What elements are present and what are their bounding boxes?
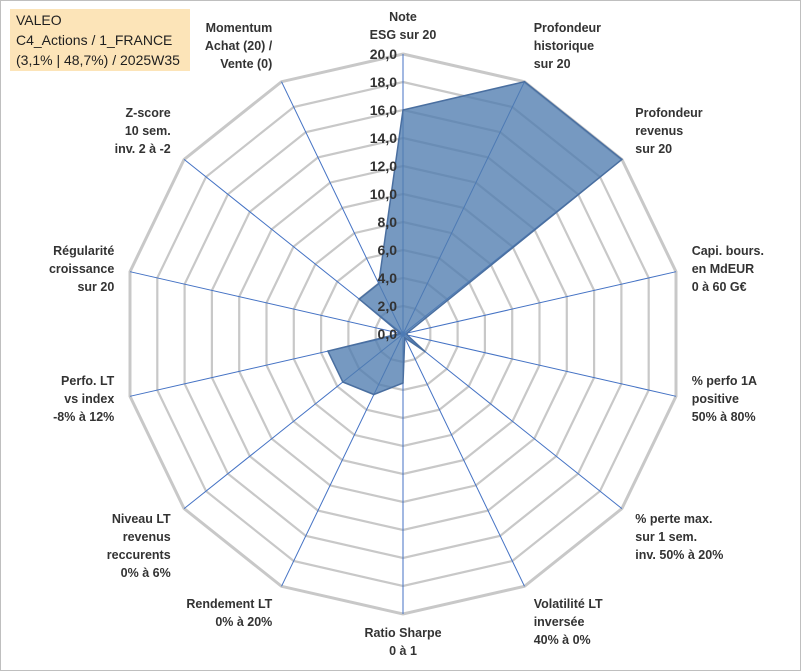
axis-label: Momentum Achat (20) / Vente (0) <box>205 21 273 71</box>
tick-label: 16,0 <box>370 102 397 118</box>
series-point <box>406 332 408 334</box>
axis-label-line: historique <box>534 39 594 53</box>
tick-label: 4,0 <box>378 270 398 286</box>
series-point <box>377 282 380 285</box>
axis-label-line: Profondeur <box>635 106 702 120</box>
axis-label-line: Vente (0) <box>220 57 272 71</box>
axis-label-line: en MdEUR <box>692 262 755 276</box>
axis-label-line: 0% à 20% <box>215 615 272 629</box>
chart-title-company: VALEO <box>16 12 62 28</box>
radar-spoke <box>129 271 404 335</box>
radar-spoke <box>402 333 525 587</box>
axis-label-line: sur 20 <box>534 57 571 71</box>
series-point <box>424 350 426 353</box>
axis-label-line: Volatilité LT <box>534 597 603 611</box>
axis-label-line: revenus <box>635 124 683 138</box>
axis-label: Rendement LT 0% à 20% <box>186 597 272 629</box>
series-point <box>406 334 408 336</box>
axis-label-line: sur 1 sem. <box>635 530 697 544</box>
tick-label: 14,0 <box>370 130 397 146</box>
axis-label: Z-score 10 sem. inv. 2 à -2 <box>115 106 171 156</box>
axis-label: Profondeur revenus sur 20 <box>635 106 702 156</box>
axis-label-line: Profondeur <box>534 21 601 35</box>
axis-label-line: inv. 2 à -2 <box>115 142 171 156</box>
tick-label: 18,0 <box>370 74 397 90</box>
axis-label-line: 50% à 80% <box>692 410 756 424</box>
radar-spoke <box>402 333 623 509</box>
axis-label-line: Achat (20) / <box>205 39 273 53</box>
axis-label: Régularité croissance sur 20 <box>49 244 114 294</box>
axis-label-line: Momentum <box>206 21 273 35</box>
radar-spoke <box>402 271 677 335</box>
axis-label-line: ESG sur 20 <box>370 28 437 42</box>
axis-label: Niveau LT revenus reccurents 0% à 6% <box>107 512 171 580</box>
axis-label-line: Rendement LT <box>186 597 272 611</box>
axis-label-line: Z-score <box>126 106 171 120</box>
radar-series <box>327 80 623 396</box>
tick-label: 6,0 <box>378 242 398 258</box>
axis-label: % perfo 1A positive 50% à 80% <box>692 374 757 424</box>
axis-label-line: sur 20 <box>77 280 114 294</box>
series-point <box>327 350 329 352</box>
series-point <box>402 109 404 111</box>
axis-label-line: % perte max. <box>635 512 712 526</box>
series-point <box>399 332 402 335</box>
series-point <box>402 382 404 384</box>
axis-label: Note ESG sur 20 <box>370 10 437 42</box>
series-point <box>373 393 375 396</box>
series-point <box>358 298 361 300</box>
axis-label-line: Perfo. LT <box>61 374 115 388</box>
axis-label-line: Capi. bours. <box>692 244 764 258</box>
radar-spoke <box>402 333 677 397</box>
axis-labels: Note ESG sur 20 Profondeur historique sur 20… <box>49 10 764 658</box>
chart-title-stats: (3,1% | 48,7%) / 2025W35 <box>16 52 180 68</box>
tick-label: 8,0 <box>378 214 398 230</box>
series-point <box>621 158 623 161</box>
axis-label-line: 0 à 60 G€ <box>692 280 747 294</box>
axis-label-line: 0 à 1 <box>389 644 417 658</box>
radial-ticks: 0,0 2,0 4,0 6,0 8,0 10,0 12,0 14,0 16,0 18,0 20,0 <box>370 46 397 342</box>
tick-label: 20,0 <box>370 46 397 62</box>
axis-label-line: inversée <box>534 615 585 629</box>
chart-title-category: C4_Actions / 1_FRANCE <box>16 32 173 48</box>
series-point <box>342 381 344 383</box>
tick-label: 2,0 <box>378 298 398 314</box>
series-area <box>327 80 623 396</box>
axis-label: Volatilité LT inversée 40% à 0% <box>534 597 603 647</box>
axis-label: Ratio Sharpe 0 à 1 <box>364 626 441 658</box>
axis-label-line: Ratio Sharpe <box>364 626 441 640</box>
axis-label-line: sur 20 <box>635 142 672 156</box>
axis-label-line: % perfo 1A <box>692 374 757 388</box>
axis-label-line: revenus <box>123 530 171 544</box>
tick-label: 0,0 <box>378 326 398 342</box>
axis-label-line: reccurents <box>107 548 171 562</box>
axis-label-line: 0% à 6% <box>121 566 171 580</box>
axis-label-line: croissance <box>49 262 114 276</box>
axis-label-line: Note <box>389 10 417 24</box>
axis-label-line: 10 sem. <box>125 124 171 138</box>
series-point <box>523 80 526 83</box>
axis-label: Capi. bours. en MdEUR 0 à 60 G€ <box>692 244 764 294</box>
axis-label-line: Régularité <box>53 244 114 258</box>
axis-label-line: positive <box>692 392 739 406</box>
axis-label-line: 40% à 0% <box>534 633 591 647</box>
axis-label: Profondeur historique sur 20 <box>534 21 601 71</box>
axis-label-line: vs index <box>64 392 114 406</box>
tick-label: 10,0 <box>370 186 397 202</box>
axis-label: % perte max. sur 1 sem. inv. 50% à 20% <box>635 512 723 562</box>
tick-label: 12,0 <box>370 158 397 174</box>
axis-label: Perfo. LT vs index -8% à 12% <box>53 374 115 424</box>
chart-title-box: VALEO C4_Actions / 1_FRANCE (3,1% | 48,7… <box>10 9 190 71</box>
axis-label-line: Niveau LT <box>112 512 171 526</box>
axis-label-line: -8% à 12% <box>53 410 114 424</box>
series-point <box>404 337 406 339</box>
axis-label-line: inv. 50% à 20% <box>635 548 723 562</box>
